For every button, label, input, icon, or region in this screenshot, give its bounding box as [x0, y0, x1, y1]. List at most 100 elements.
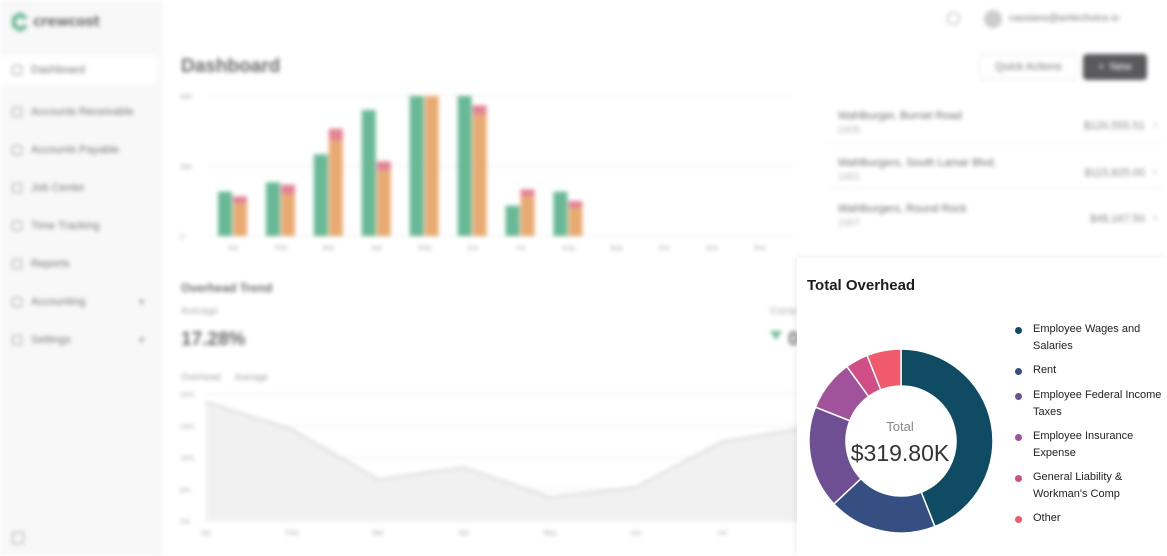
revenue-bar-chart: 60K 30K 0 Jan Feb Mar Apr May Jun Jul Aug Sep Oct Nov… — [180, 94, 793, 252]
bar-orange — [328, 140, 343, 236]
bar-green — [313, 154, 328, 236]
bar-pink — [520, 189, 535, 197]
bar-orange — [376, 170, 391, 236]
sidebar-item-settings[interactable]: Settings ▼ — [0, 321, 162, 359]
x-tick-label: Mar — [372, 530, 385, 537]
comparison-label: Comp — [770, 306, 797, 317]
job-number: 2405 — [838, 125, 861, 136]
y-tick-label: 0% — [180, 519, 190, 526]
quick-actions-button[interactable]: Quick Actions — [979, 54, 1078, 80]
new-button[interactable]: + New — [1083, 54, 1147, 80]
gear-icon — [12, 335, 22, 345]
legend-dot — [1015, 475, 1022, 482]
dashboard-icon — [12, 65, 22, 75]
legend-dot — [1015, 393, 1022, 400]
sidebar-item-reports[interactable]: Reports — [0, 245, 162, 283]
comparison-value: 0 — [788, 329, 799, 350]
legend-item[interactable]: Employee Federal Income Taxes — [1013, 387, 1163, 421]
bar-orange — [568, 208, 583, 236]
x-tick-label: Jun — [467, 245, 478, 252]
x-tick-label: Feb — [286, 530, 298, 537]
receivable-icon — [12, 107, 22, 117]
sidebar-item-label: Reports — [31, 258, 70, 270]
document-icon — [12, 259, 22, 269]
bar-orange — [233, 203, 247, 236]
sidebar-item-label: Settings — [31, 334, 71, 346]
sidebar-item-label: Time Tracking — [31, 220, 100, 232]
bar-green — [218, 191, 232, 236]
sidebar-item-label: Accounts Payable — [31, 144, 120, 156]
legend-overhead[interactable]: Overhead — [181, 372, 221, 382]
bar-pink — [472, 105, 487, 115]
y-tick-label: 60K — [180, 94, 193, 101]
help-icon[interactable] — [947, 12, 960, 25]
trend-legend: Overhead Average — [181, 372, 268, 382]
y-tick-label: 0 — [180, 234, 184, 241]
average-value: 17.28% — [181, 329, 246, 350]
list-item[interactable]: Wahlburgers, Round Rock 2407 $48,167.50 › — [828, 188, 1163, 234]
legend-average[interactable]: Average — [234, 372, 268, 382]
sidebar-item-accounts-payable[interactable]: Accounts Payable — [0, 131, 162, 169]
collapse-sidebar-icon[interactable] — [12, 532, 24, 544]
job-amount: $48,167.50 — [1089, 213, 1145, 225]
clock-icon — [12, 221, 22, 231]
avatar[interactable] — [984, 10, 1002, 28]
sidebar-item-label: Job Center — [31, 182, 85, 194]
job-name: Wahlburger, Burnet Road — [838, 110, 962, 122]
sidebar-nav: Dashboard Accounts Receivable Accounts Pay… — [0, 55, 162, 359]
list-item[interactable]: Wahlburgers, South Lamar Blvd. 2401 $115,8… — [828, 142, 1163, 188]
legend-label: Employee Wages and Salaries — [1033, 323, 1141, 352]
app-logo[interactable]: crewcost — [10, 11, 100, 33]
jobs-list: Wahlburger, Burnet Road 2405 $120,555.51 › W… — [828, 96, 1163, 234]
legend-item[interactable]: Employee Wages and Salaries — [1013, 321, 1163, 355]
legend-dot — [1015, 327, 1022, 334]
y-tick-label: 24% — [180, 424, 194, 431]
ledger-icon — [12, 297, 22, 307]
legend-item[interactable]: Rent — [1013, 362, 1163, 379]
bar-orange — [472, 114, 487, 236]
bar-pink — [328, 128, 343, 141]
legend-item[interactable]: General Liability & Workman's Comp — [1013, 469, 1163, 503]
x-tick-label: Dec — [754, 245, 767, 252]
bar-pink — [376, 161, 391, 171]
app-name: crewcost — [33, 14, 100, 30]
sidebar-item-time-tracking[interactable]: Time Tracking — [0, 207, 162, 245]
legend-item[interactable]: Other — [1013, 510, 1163, 527]
x-tick-label: Jul — [718, 530, 727, 537]
trend-line — [205, 400, 809, 499]
overhead-trend-title: Overhead Trend — [181, 281, 273, 295]
sidebar-item-accounting[interactable]: Accounting ▼ — [0, 283, 162, 321]
job-amount: $120,555.51 — [1083, 120, 1145, 132]
sidebar-item-label: Accounting — [31, 296, 86, 308]
legend-label: Rent — [1033, 364, 1057, 376]
bar-green — [409, 96, 424, 236]
legend-label: Employee Federal Income Taxes — [1033, 389, 1162, 418]
job-number: 2401 — [838, 172, 861, 183]
x-tick-label: Jun — [630, 530, 641, 537]
x-tick-label: Mar — [323, 245, 336, 252]
y-tick-label: 8% — [180, 487, 190, 494]
x-tick-label: Oct — [659, 245, 670, 252]
average-label: Average — [181, 306, 219, 317]
user-email[interactable]: cassiano@writechoice.io — [1009, 13, 1120, 24]
x-tick-label: Jan — [227, 245, 238, 252]
y-tick-label: 30K — [180, 164, 193, 171]
donut-center-label: Total — [886, 419, 914, 434]
donut-slice — [866, 348, 902, 391]
legend-item[interactable]: Employee Insurance Expense — [1013, 428, 1163, 462]
legend-label: General Liability & Workman's Comp — [1033, 471, 1123, 500]
wrench-icon — [12, 183, 22, 193]
payable-icon — [12, 145, 22, 155]
bar-pink — [280, 184, 295, 194]
legend-dot — [1015, 368, 1022, 375]
sidebar-item-job-center[interactable]: Job Center — [0, 169, 162, 207]
list-item[interactable]: Wahlburger, Burnet Road 2405 $120,555.51 › — [828, 96, 1163, 142]
page-title: Dashboard — [181, 56, 281, 77]
legend-dot — [1015, 434, 1022, 441]
down-arrow-icon — [770, 331, 782, 340]
sidebar-item-dashboard[interactable]: Dashboard — [0, 55, 158, 85]
sidebar-item-accounts-receivable[interactable]: Accounts Receivable — [0, 93, 162, 131]
trend-area — [206, 401, 808, 521]
